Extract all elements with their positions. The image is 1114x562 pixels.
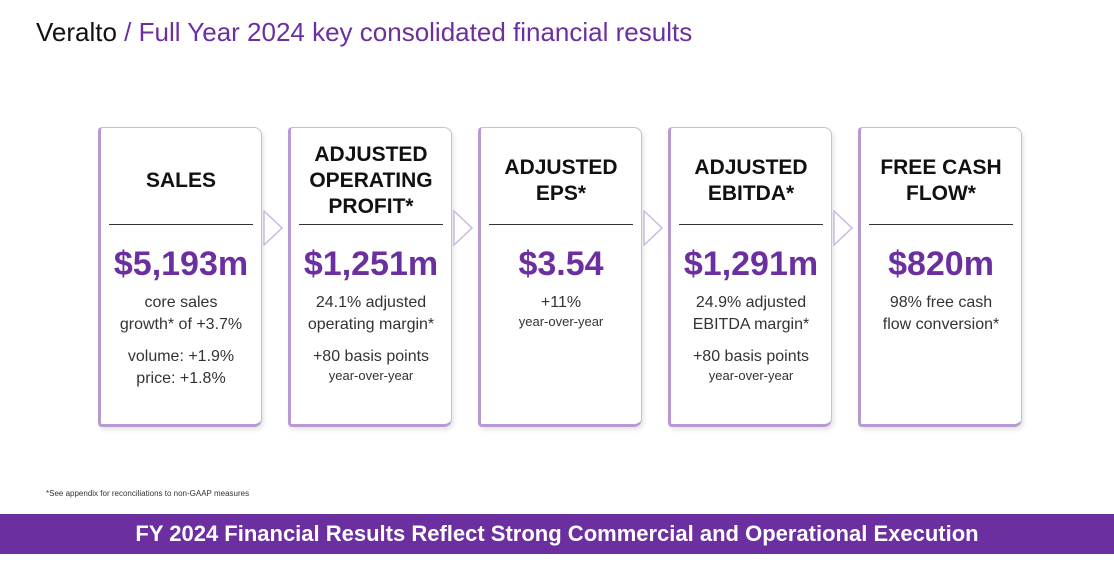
chevron-right-icon — [643, 210, 663, 246]
card-detail: 24.1% adjusted — [315, 294, 427, 311]
card-title: ADJUSTED OPERATING PROFIT* — [299, 128, 443, 225]
card-detail: operating margin* — [307, 316, 435, 333]
card-title-line: ADJUSTED — [694, 156, 808, 179]
card-title-line: ADJUSTED — [504, 156, 618, 179]
card-title: ADJUSTED EPS* — [489, 128, 633, 225]
card-title: ADJUSTED EBITDA* — [679, 128, 823, 225]
chevron-right-icon — [453, 210, 473, 246]
card-details: 98% free cash flow conversion* — [861, 292, 1021, 336]
card-detail: year-over-year — [328, 368, 414, 383]
summary-banner: FY 2024 Financial Results Reflect Strong… — [0, 514, 1114, 554]
card-detail: growth* of +3.7% — [119, 316, 243, 333]
card-spacer — [671, 336, 831, 346]
card-details: +11% year-over-year — [481, 292, 641, 330]
card-value: $1,291m — [683, 245, 819, 283]
free-cash-flow-card: FREE CASH FLOW* $820m 98% free cash flow… — [858, 127, 1022, 427]
card-title-line: ADJUSTED — [314, 143, 428, 166]
card-spacer — [291, 336, 451, 346]
card-title-line: EBITDA* — [707, 182, 795, 205]
sales-card: SALES $5,193m core sales growth* of +3.7… — [98, 127, 262, 427]
card-detail: EBITDA margin* — [692, 316, 810, 333]
brand-name: Veralto — [36, 17, 117, 47]
card-detail: +80 basis points — [312, 348, 430, 365]
card-title-line: FLOW* — [906, 182, 976, 205]
card-detail: price: +1.8% — [136, 370, 226, 387]
card-details: 24.1% adjusted operating margin* +80 bas… — [291, 292, 451, 384]
card-title-line: SALES — [145, 169, 216, 192]
card-value: $5,193m — [113, 245, 249, 283]
page-title: Veralto / Full Year 2024 key consolidate… — [36, 15, 692, 49]
card-detail: 98% free cash — [889, 294, 993, 311]
adjusted-ebitda-card: ADJUSTED EBITDA* $1,291m 24.9% adjusted … — [668, 127, 832, 427]
card-title-line: PROFIT* — [328, 195, 414, 218]
chevron-right-icon — [263, 210, 283, 246]
adjusted-eps-card: ADJUSTED EPS* $3.54 +11% year-over-year — [478, 127, 642, 427]
card-detail: +80 basis points — [692, 348, 810, 365]
card-details: 24.9% adjusted EBITDA margin* +80 basis … — [671, 292, 831, 384]
card-spacer — [101, 336, 261, 346]
card-detail: year-over-year — [518, 314, 604, 329]
card-detail: volume: +1.9% — [127, 348, 235, 365]
card-detail: +11% — [540, 294, 582, 311]
adjusted-operating-profit-card: ADJUSTED OPERATING PROFIT* $1,251m 24.1%… — [288, 127, 452, 427]
card-details: core sales growth* of +3.7% volume: +1.9… — [101, 292, 261, 390]
card-title-line: FREE CASH — [880, 156, 1002, 179]
card-detail: year-over-year — [708, 368, 794, 383]
card-title: SALES — [109, 128, 253, 225]
card-value: $820m — [888, 245, 994, 283]
card-value: $3.54 — [518, 245, 604, 283]
summary-banner-text: FY 2024 Financial Results Reflect Strong… — [135, 521, 979, 546]
page-title-text: / Full Year 2024 key consolidated financ… — [116, 17, 693, 47]
card-detail: flow conversion* — [882, 316, 1000, 333]
card-detail: core sales — [144, 294, 218, 311]
card-detail: 24.9% adjusted — [695, 294, 807, 311]
footnote: *See appendix for reconciliations to non… — [46, 489, 250, 498]
card-title: FREE CASH FLOW* — [869, 128, 1013, 225]
card-title-line: EPS* — [535, 182, 587, 205]
card-value: $1,251m — [303, 245, 439, 283]
chevron-right-icon — [833, 210, 853, 246]
card-title-line: OPERATING — [309, 169, 433, 192]
